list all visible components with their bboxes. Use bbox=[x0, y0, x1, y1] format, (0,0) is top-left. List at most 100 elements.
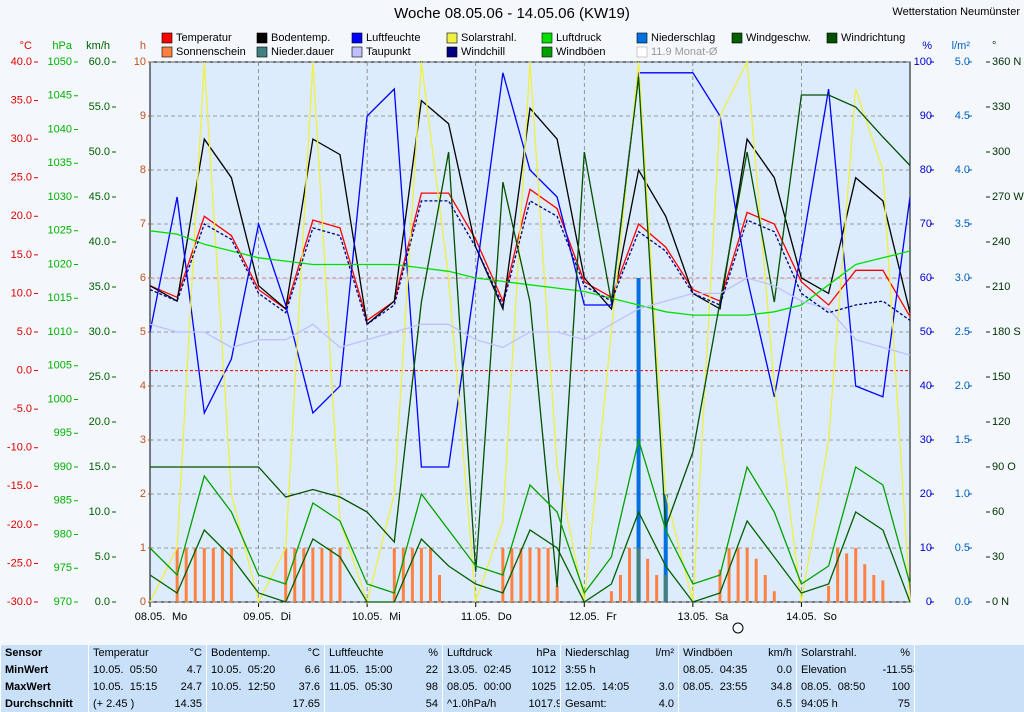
y-tick-label: 35.0 bbox=[11, 94, 32, 106]
table-cell: Luftfeuchte bbox=[324, 645, 407, 662]
bar bbox=[636, 548, 641, 602]
y-tick-label: 0 bbox=[140, 596, 146, 608]
table-cell bbox=[678, 695, 761, 712]
table-cell: (+ 2.45 ) bbox=[88, 695, 171, 712]
table-cell bbox=[914, 695, 1024, 712]
legend-swatch bbox=[636, 32, 648, 44]
table-cell: 6.5 bbox=[776, 697, 792, 710]
legend-label: Sonnenschein bbox=[176, 46, 246, 58]
table-cell: 10.05. 05:20 bbox=[206, 661, 289, 679]
table-cell: 37.6 bbox=[298, 680, 320, 693]
legend-swatch bbox=[351, 46, 363, 58]
y-tick-label: -30.0 bbox=[7, 596, 32, 608]
table-cell: 24.7 bbox=[180, 680, 202, 693]
legend-swatch bbox=[446, 46, 458, 58]
y-tick-label: 5.0 bbox=[95, 551, 110, 563]
y-tick-label: 360 N bbox=[992, 56, 1021, 68]
legend-label: Bodentemp. bbox=[271, 32, 330, 44]
y-tick-label: 150 bbox=[992, 371, 1010, 383]
y-tick-label: 9 bbox=[140, 110, 146, 122]
table-cell: 08.05. 04:35 bbox=[678, 661, 761, 679]
y-tick-label: 15.0 bbox=[11, 249, 32, 261]
weekday-label: Fr bbox=[606, 611, 617, 623]
bar bbox=[410, 548, 414, 602]
table-cell: -11.553 bbox=[882, 664, 915, 677]
y-tick-label: 30 bbox=[920, 434, 932, 446]
x-tick-label: 08.05. bbox=[135, 611, 166, 623]
table-cell: 3:55 h bbox=[560, 661, 643, 679]
table-cell: 22 bbox=[425, 664, 438, 677]
axis-unit: km/h bbox=[86, 40, 110, 52]
y-tick-label: 210 bbox=[992, 281, 1010, 293]
table-cell: Elevation bbox=[796, 661, 879, 679]
axis-unit: % bbox=[922, 40, 932, 52]
y-tick-label: 30.0 bbox=[11, 133, 32, 145]
legend-label: 11.9 Monat-Ø bbox=[651, 46, 718, 58]
y-tick-label: 30 bbox=[992, 551, 1004, 563]
y-tick-label: 90 bbox=[920, 110, 932, 122]
y-tick-label: -10.0 bbox=[7, 442, 32, 454]
bar bbox=[293, 548, 297, 602]
axis-unit: h bbox=[140, 40, 146, 52]
legend-swatch bbox=[351, 32, 363, 44]
y-tick-label: 0.0 bbox=[95, 596, 110, 608]
y-tick-label: 35.0 bbox=[89, 281, 110, 293]
y-tick-label: 40.0 bbox=[89, 236, 110, 248]
legend-swatch bbox=[446, 32, 458, 44]
y-tick-label: 50 bbox=[920, 326, 932, 338]
bar bbox=[510, 548, 514, 602]
y-tick-label: 0.5 bbox=[955, 542, 970, 554]
series-line bbox=[150, 76, 911, 588]
weekday-label: So bbox=[823, 611, 836, 623]
axis-unit: hPa bbox=[52, 40, 72, 52]
y-tick-label: 300 bbox=[992, 146, 1010, 158]
y-tick-label: 4.0 bbox=[955, 164, 970, 176]
series-line bbox=[149, 99, 911, 326]
y-tick-label: 0.0 bbox=[955, 596, 970, 608]
table-cell: hPa bbox=[536, 647, 556, 660]
axis-unit: l/m² bbox=[952, 40, 971, 52]
x-tick-label: 14.05. bbox=[786, 611, 817, 623]
y-tick-label: 70 bbox=[920, 218, 932, 230]
y-tick-label: 1035 bbox=[48, 157, 72, 169]
bar bbox=[220, 548, 224, 602]
y-tick-label: 3.5 bbox=[955, 218, 970, 230]
table-cell: 34.8 bbox=[770, 680, 792, 693]
table-cell: Windböen bbox=[678, 645, 761, 662]
table-cell: °C bbox=[307, 647, 320, 660]
table-cell: 4.7 bbox=[186, 664, 202, 677]
y-tick-label: 25.0 bbox=[11, 172, 32, 184]
chart-title: Woche 08.05.06 - 14.05.06 (KW19) bbox=[394, 5, 630, 22]
bar bbox=[646, 558, 650, 602]
bar bbox=[718, 569, 722, 602]
y-tick-label: 60 bbox=[920, 272, 932, 284]
legend-label: Luftfeuchte bbox=[366, 32, 420, 44]
y-tick-label: 1030 bbox=[48, 191, 72, 203]
table-cell bbox=[914, 645, 1024, 662]
y-tick-label: 1010 bbox=[48, 326, 72, 338]
y-tick-label: 0.0 bbox=[17, 364, 32, 376]
axis-unit: ° bbox=[992, 40, 996, 52]
y-tick-label: 2.5 bbox=[955, 326, 970, 338]
series-line bbox=[149, 437, 911, 595]
legend-swatch bbox=[256, 32, 268, 44]
y-tick-label: -20.0 bbox=[7, 519, 32, 531]
y-tick-label: 1000 bbox=[48, 393, 72, 405]
table-cell: % bbox=[428, 647, 438, 660]
bar bbox=[320, 548, 324, 602]
y-tick-label: 1040 bbox=[48, 123, 72, 135]
x-tick-label: 10.05. bbox=[352, 611, 383, 623]
bar bbox=[628, 548, 632, 602]
table-cell: Luftdruck bbox=[442, 645, 525, 662]
bar bbox=[438, 575, 442, 602]
bar bbox=[763, 575, 767, 602]
table-cell: Gesamt: bbox=[560, 695, 643, 712]
y-tick-label: 20 bbox=[920, 488, 932, 500]
y-tick-label: 985 bbox=[54, 495, 72, 507]
legend-label: Niederschlag bbox=[651, 32, 715, 44]
x-tick-label: 11.05. bbox=[461, 611, 491, 623]
table-cell: Bodentemp. bbox=[206, 645, 289, 662]
bar bbox=[401, 548, 405, 602]
y-tick-label: 25.0 bbox=[89, 371, 110, 383]
table-cell: 100 bbox=[891, 680, 910, 693]
